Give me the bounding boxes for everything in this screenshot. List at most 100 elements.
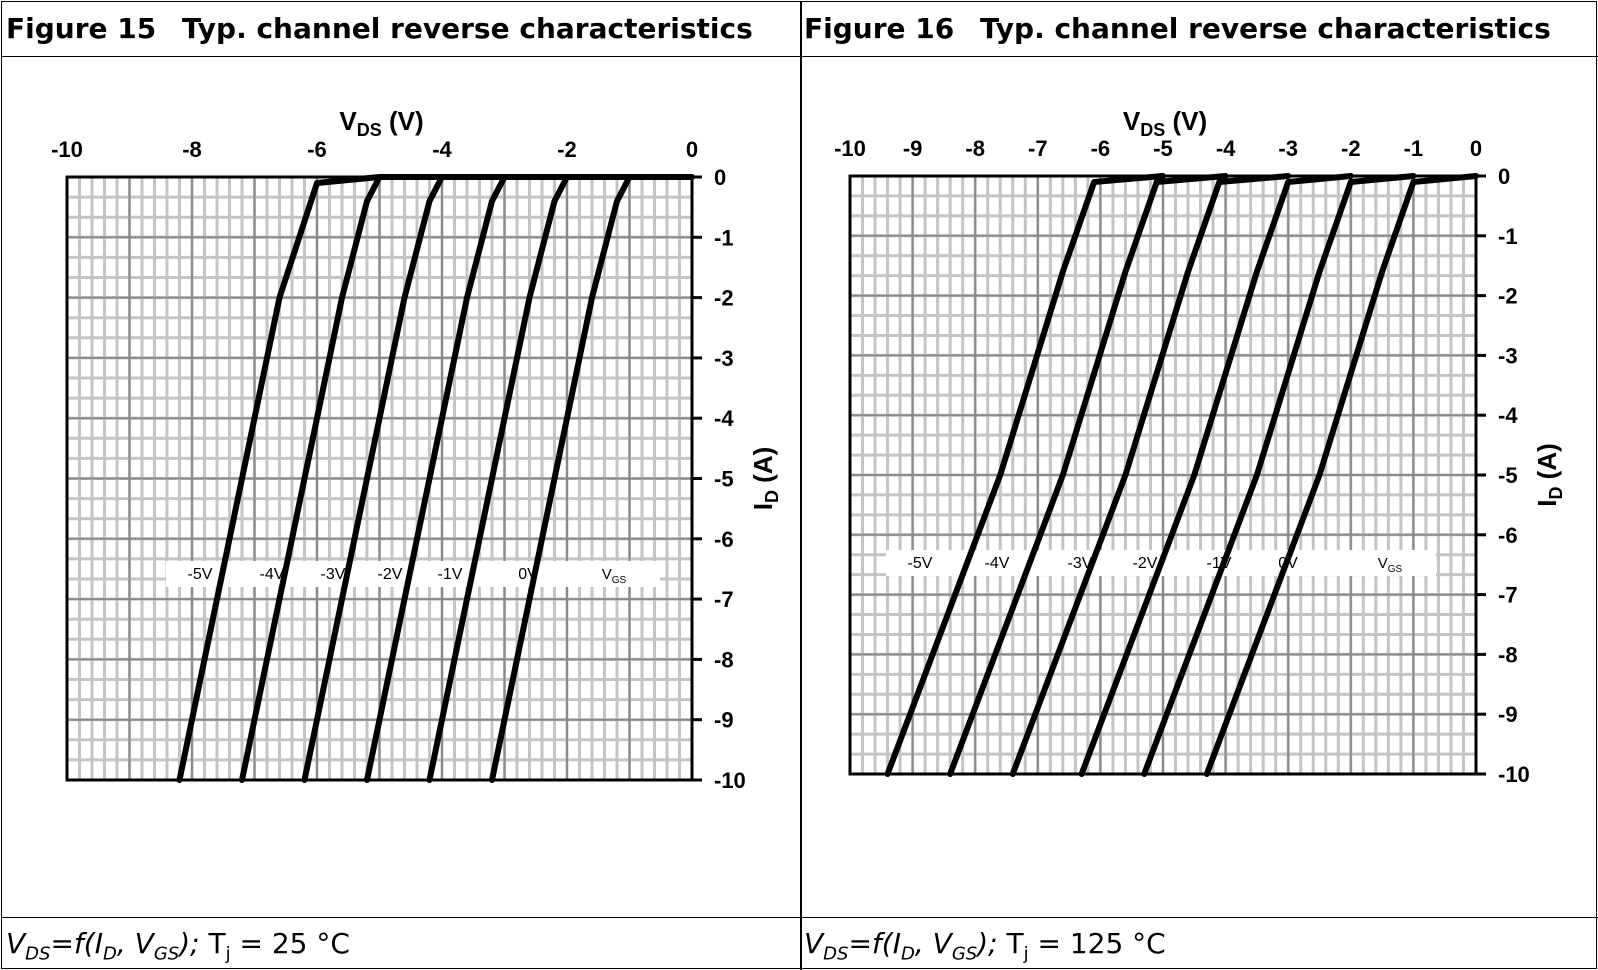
series-line: [1078, 173, 1354, 777]
x-tick-label: -10: [834, 136, 866, 161]
x-tick-label: -8: [965, 136, 985, 161]
x-axis-title: VDS (V): [339, 106, 423, 140]
cap-sub: DS: [823, 943, 849, 965]
cap-sub: GS: [951, 943, 978, 965]
grid: [67, 177, 692, 780]
figure-title: Typ. channel reverse characteristics: [980, 12, 1551, 45]
y-tick-label: 0: [714, 165, 726, 190]
figure-number: Figure 15: [6, 12, 157, 45]
legend-label: -4V: [985, 555, 1010, 572]
figure-15-heading: Figure 15 Typ. channel reverse characteri…: [6, 12, 753, 45]
series-line: [364, 174, 570, 783]
cap-sub: D: [900, 943, 915, 965]
y-axis-title: ID (A): [1532, 443, 1566, 507]
y-tick-label: -8: [1498, 642, 1518, 667]
series-line: [1141, 173, 1417, 777]
cap-cond: = 25 °C: [230, 927, 350, 960]
y-tick-label: -1: [1498, 224, 1518, 249]
y-tick-label: -10: [714, 768, 746, 793]
series-line: [176, 174, 383, 783]
chart-fig16: -10 -9 -8 -7 -6 -5 -4 -3 -2 -1 00-1-2-3-4-5-6-7-8-…: [834, 106, 1566, 787]
series-line: [489, 174, 695, 783]
caption-divider: [2, 917, 1598, 918]
y-tick-label: -4: [1498, 403, 1518, 428]
series-line: [301, 174, 508, 783]
x-axis-title: VDS (V): [1123, 106, 1207, 140]
series-line: [884, 173, 1166, 777]
chart-panel-2: -10 -9 -8 -7 -6 -5 -4 -3 -2 -1 0 0 -1 -2 -3 -4 -5 -6 -7 -8-…: [802, 58, 1598, 916]
y-tick-label: -2: [714, 286, 734, 311]
y-tick-label: -10: [1498, 762, 1530, 787]
legend-label: -3V: [321, 566, 346, 583]
y-tick-label: -6: [1498, 523, 1518, 548]
y-axis-title: ID (A): [748, 447, 782, 511]
cap-tj: T: [199, 927, 226, 960]
y-tick-label: -4: [714, 406, 734, 431]
legend-label: -2V: [378, 566, 403, 583]
legend-label: -5V: [908, 555, 933, 572]
legend-label: -1V: [438, 566, 463, 583]
cap-eq: =f(: [50, 927, 95, 960]
series-line: [1009, 173, 1292, 777]
header-divider: [2, 56, 1598, 57]
y-tick-label: -8: [714, 647, 734, 672]
cap-var: V: [134, 927, 154, 960]
chart-fig15: -10 -8 -6 -4 -2 00 -1 -2 -3 -4 -5 -6 -7 -8 -9 -10 VDS (V…: [51, 106, 782, 793]
legend-label: -5V: [188, 566, 213, 583]
cap-var: I: [892, 927, 901, 960]
cap-sub: j: [225, 943, 231, 965]
x-tick-label: -6: [1091, 136, 1111, 161]
cap-sub: DS: [25, 943, 51, 965]
x-tick-label: -10: [51, 137, 83, 162]
caption-fig16: VDS=f(ID, VGS); Tj = 125 °C: [804, 927, 1166, 965]
cap-close: );: [977, 927, 998, 960]
cap-var: V: [6, 927, 26, 960]
legend-title: VGS: [602, 566, 627, 586]
y-tick-label: 0: [1498, 164, 1510, 189]
x-tick-label: -6: [307, 137, 327, 162]
cap-close: );: [179, 927, 200, 960]
cap-eq: =f(: [848, 927, 893, 960]
legend-label: -1V: [1207, 555, 1232, 572]
x-tick-label: -4: [432, 137, 452, 162]
column-divider: [800, 2, 802, 970]
x-tick-label: 0: [1470, 136, 1482, 161]
y-tick-label: -9: [714, 708, 734, 733]
y-tick-label: -9: [1498, 702, 1518, 727]
caption-fig15: VDS=f(ID, VGS); Tj = 25 °C: [6, 927, 350, 965]
cap-cond: = 125 °C: [1028, 927, 1166, 960]
legend-label: -4V: [260, 566, 285, 583]
series-line: [947, 173, 1229, 777]
legend-label: 0V: [518, 566, 538, 583]
legend-label: 0V: [1278, 555, 1298, 572]
y-tick-label: -3: [714, 346, 734, 371]
y-tick-label: -3: [1498, 343, 1518, 368]
cap-var: V: [932, 927, 952, 960]
y-tick-label: -5: [1498, 463, 1518, 488]
legend-label: -3V: [1068, 555, 1093, 572]
y-tick-label: -5: [714, 467, 734, 492]
figure-16-heading: Figure 16 Typ. channel reverse characteri…: [804, 12, 1551, 45]
y-tick-label: -2: [1498, 284, 1518, 309]
series-line: [1203, 173, 1479, 777]
x-tick-label: -9: [903, 136, 923, 161]
cap-var: I: [94, 927, 103, 960]
y-tick-label: -6: [714, 527, 734, 552]
y-tick-label: -7: [714, 587, 734, 612]
cap-sub: j: [1023, 943, 1029, 965]
x-tick-label: 0: [686, 137, 698, 162]
legend-label: -2V: [1133, 555, 1158, 572]
y-tick-label: -1: [714, 225, 734, 250]
figure-number: Figure 16: [804, 12, 955, 45]
series-line: [426, 174, 633, 783]
cap-var: V: [804, 927, 824, 960]
cap-tj: T: [997, 927, 1024, 960]
y-tick-label: -7: [1498, 583, 1518, 608]
series-line: [239, 174, 445, 783]
x-tick-label: -7: [1028, 136, 1048, 161]
x-tick-label: -4: [1216, 136, 1236, 161]
chart-panel-1: -10 -8 -6 -4 -2 0 0 -1 -2 -3 -4 -5 -6 -7 -8 -9 -10 VDS (V…: [2, 58, 798, 916]
cap-sub: D: [102, 943, 117, 965]
legend-title: VGS: [1378, 555, 1403, 575]
cap-sep: ,: [116, 927, 135, 960]
